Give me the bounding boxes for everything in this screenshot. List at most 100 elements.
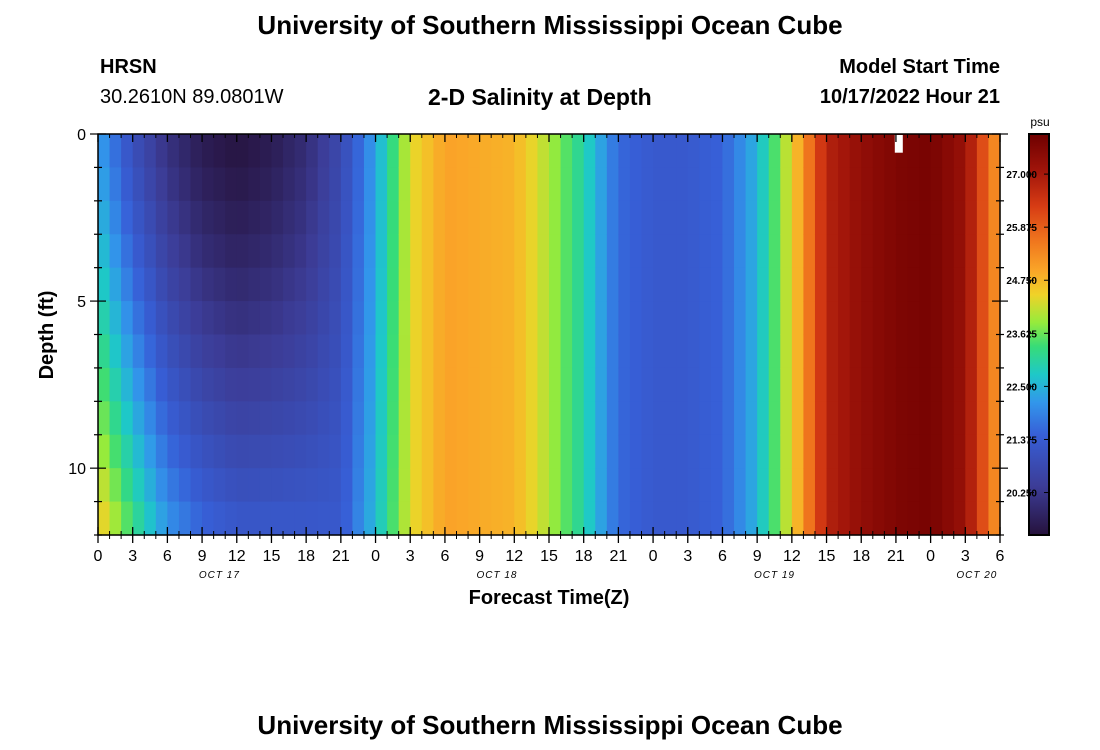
heatmap-cell (236, 501, 249, 536)
heatmap-cell (259, 200, 273, 235)
heatmap-cell (618, 468, 631, 503)
heatmap-cell (849, 167, 862, 202)
heatmap-cell (259, 468, 273, 503)
heatmap-cell (988, 234, 1001, 269)
heatmap-cell (803, 367, 816, 402)
heatmap-cell (109, 501, 122, 536)
heatmap-cell (953, 167, 966, 202)
heatmap-cell (757, 167, 770, 202)
heatmap-cell (838, 301, 851, 336)
heatmap-cell (814, 334, 828, 369)
x-tick-label: 3 (683, 548, 692, 565)
heatmap-cell (479, 134, 492, 169)
heatmap-cell (479, 334, 492, 369)
heatmap-cell (595, 468, 608, 503)
heatmap-cell (710, 434, 724, 469)
heatmap-cell (283, 334, 296, 369)
heatmap-cell (930, 468, 943, 503)
heatmap-cell (537, 200, 550, 235)
heatmap-cell (953, 501, 966, 536)
heatmap-cell (629, 334, 643, 369)
heatmap-cell (664, 434, 677, 469)
heatmap-cell (178, 200, 192, 235)
heatmap-cell (549, 267, 562, 302)
heatmap-cell (155, 334, 168, 369)
heatmap-cell (583, 267, 596, 302)
heatmap-cell (363, 434, 377, 469)
heatmap-cell (398, 234, 411, 269)
heatmap-cell (248, 267, 261, 302)
heatmap-cell (202, 401, 215, 436)
heatmap-cell (502, 167, 515, 202)
heatmap-cell (225, 134, 238, 169)
heatmap-cell (144, 134, 157, 169)
heatmap-cell (491, 501, 504, 536)
heatmap-cell (838, 200, 851, 235)
heatmap-cell (791, 334, 805, 369)
heatmap-cell (248, 301, 261, 336)
heatmap-cell (283, 501, 296, 536)
heatmap-cell (248, 234, 261, 269)
heatmap-cell (525, 267, 539, 302)
heatmap-cell (167, 267, 180, 302)
heatmap-cell (398, 134, 411, 169)
heatmap-cell (178, 434, 192, 469)
heatmap-cell (757, 134, 770, 169)
heatmap-cell (629, 468, 643, 503)
heatmap-cell (236, 468, 249, 503)
heatmap-cell (757, 501, 770, 536)
heatmap-cell (583, 367, 596, 402)
heatmap-cell (444, 501, 458, 536)
heatmap-cell (872, 301, 885, 336)
heatmap-cell (549, 134, 562, 169)
heatmap-cell (421, 334, 434, 369)
heatmap-cell (190, 434, 203, 469)
heatmap-cell (225, 434, 238, 469)
heatmap-cell (283, 434, 296, 469)
heatmap-cell (329, 167, 342, 202)
heatmap-cell (329, 401, 342, 436)
heatmap-cell (167, 234, 180, 269)
x-axis-label: Forecast Time(Z) (469, 587, 630, 609)
heatmap-cell (976, 267, 990, 302)
heatmap-cell (942, 301, 955, 336)
heatmap-cell (699, 167, 712, 202)
heatmap-cell (121, 200, 134, 235)
heatmap-cell (676, 267, 689, 302)
x-tick-label: 9 (198, 548, 207, 565)
heatmap-cell (884, 401, 897, 436)
heatmap-cell (537, 134, 550, 169)
heatmap-cell (664, 334, 677, 369)
heatmap-cell (849, 334, 862, 369)
heatmap-cell (225, 267, 238, 302)
heatmap-cell (653, 134, 666, 169)
heatmap-cell (849, 401, 862, 436)
heatmap-cell (606, 234, 619, 269)
heatmap-cell (572, 501, 585, 536)
heatmap-cell (248, 367, 261, 402)
heatmap-cell (722, 200, 735, 235)
heatmap-cell (641, 334, 654, 369)
heatmap-cell (444, 134, 458, 169)
heatmap-cell (826, 167, 839, 202)
heatmap-cell (340, 267, 354, 302)
heatmap-cell (942, 200, 955, 235)
heatmap-cell (803, 401, 816, 436)
heatmap-cell (664, 134, 677, 169)
heatmap-cell (132, 167, 145, 202)
heatmap-cell (965, 167, 978, 202)
heatmap-cell (687, 200, 700, 235)
heatmap-cell (687, 434, 700, 469)
heatmap-cell (768, 401, 781, 436)
heatmap-cell (988, 267, 1001, 302)
heatmap-cell (398, 468, 411, 503)
heatmap-cell (803, 134, 816, 169)
heatmap-cell (976, 501, 990, 536)
colorbar-tick-label: 23.625 (1006, 329, 1037, 340)
heatmap-cell (699, 267, 712, 302)
heatmap-cell (676, 234, 689, 269)
heatmap-cell (502, 134, 515, 169)
heatmap-cell (872, 367, 885, 402)
heatmap-cell (560, 267, 573, 302)
heatmap-cell (919, 501, 932, 536)
